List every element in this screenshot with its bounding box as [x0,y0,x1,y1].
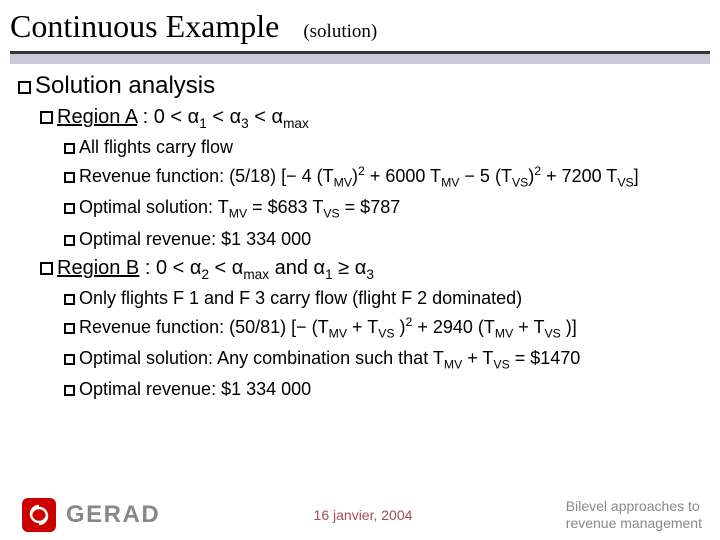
heading-solution-analysis: Solution analysis [18,72,710,100]
content-area: Solution analysis Region A : 0 < α1 < α3… [0,72,720,402]
bullet-icon [64,323,75,334]
item-a-flights: All flights carry flow [64,135,710,159]
heading-region-a: Region A : 0 < α1 < α3 < αmax [40,106,710,131]
item-b-revenue-fn: Revenue function: (50/81) [− (TMV + TVS … [64,314,710,342]
footer: GERAD 16 janvier, 2004 Bilevel approache… [0,498,720,532]
slide-subtitle: (solution) [303,21,377,43]
gerad-logo-icon [22,498,56,532]
gerad-wordmark: GERAD [66,501,160,529]
bullet-icon [64,203,75,214]
item-a-optimal-revenue: Optimal revenue: $1 334 000 [64,227,710,251]
bullet-icon [18,81,31,94]
bullet-icon [64,143,75,154]
bullet-icon [64,385,75,396]
item-b-optimal-solution: Optimal solution: Any combination such t… [64,346,710,373]
bullet-icon [64,354,75,365]
item-a-revenue-fn: Revenue function: (5/18) [− 4 (TMV)2 + 6… [64,163,710,191]
footer-tagline: Bilevel approaches to revenue management [566,498,702,532]
footer-date: 16 janvier, 2004 [314,507,413,523]
bullet-icon [64,172,75,183]
item-b-flights: Only flights F 1 and F 3 carry flow (fli… [64,286,710,310]
bullet-icon [40,111,53,124]
logo-group: GERAD [22,498,160,532]
item-b-optimal-revenue: Optimal revenue: $1 334 000 [64,377,710,401]
bullet-icon [64,235,75,246]
rule-light [10,54,710,64]
bullet-icon [40,262,53,275]
bullet-icon [64,294,75,305]
slide-title: Continuous Example [10,8,279,45]
item-a-optimal-solution: Optimal solution: TMV = $683 TVS = $787 [64,195,710,222]
heading-region-b: Region B : 0 < α2 < αmax and α1 ≥ α3 [40,257,710,282]
